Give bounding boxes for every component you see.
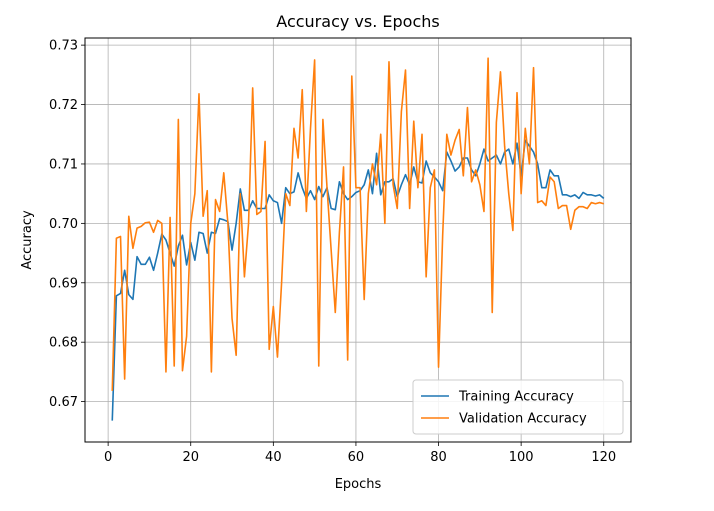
axis-ticks: 0 20 40 60 80 100 120 0.67 0.68 0.69 0.70 0.71 0.72 0… xyxy=(49,39,616,465)
series-line-training-accuracy xyxy=(111,139,605,421)
x-tick-label: 120 xyxy=(591,450,616,465)
y-tick-label: 0.68 xyxy=(49,336,78,351)
plot-area-frame xyxy=(84,37,632,443)
x-axis-label: Epochs xyxy=(335,477,382,492)
y-axis-label: Accuracy xyxy=(20,210,35,270)
series-line-validation-accuracy xyxy=(111,57,604,391)
x-tick-label: 100 xyxy=(509,450,534,465)
y-tick-label: 0.69 xyxy=(49,276,78,291)
chart-title: Accuracy vs. Epochs xyxy=(276,12,439,31)
x-tick-label: 60 xyxy=(348,450,365,465)
y-tick-label: 0.70 xyxy=(49,217,78,232)
y-tick-label: 0.72 xyxy=(49,98,78,113)
legend-label: Training Accuracy xyxy=(458,390,574,405)
legend-box xyxy=(412,379,624,435)
x-tick-label: 40 xyxy=(265,450,282,465)
legend: Training Accuracy Validation Accuracy xyxy=(412,379,624,435)
y-tick-label: 0.71 xyxy=(49,157,78,172)
legend-label: Validation Accuracy xyxy=(459,412,587,427)
x-tick-label: 20 xyxy=(182,450,199,465)
x-tick-label: 80 xyxy=(430,450,447,465)
y-tick-label: 0.73 xyxy=(49,39,78,54)
series-lines xyxy=(111,57,605,421)
grid xyxy=(85,38,631,442)
y-tick-label: 0.67 xyxy=(49,395,78,410)
x-tick-label: 0 xyxy=(104,450,112,465)
